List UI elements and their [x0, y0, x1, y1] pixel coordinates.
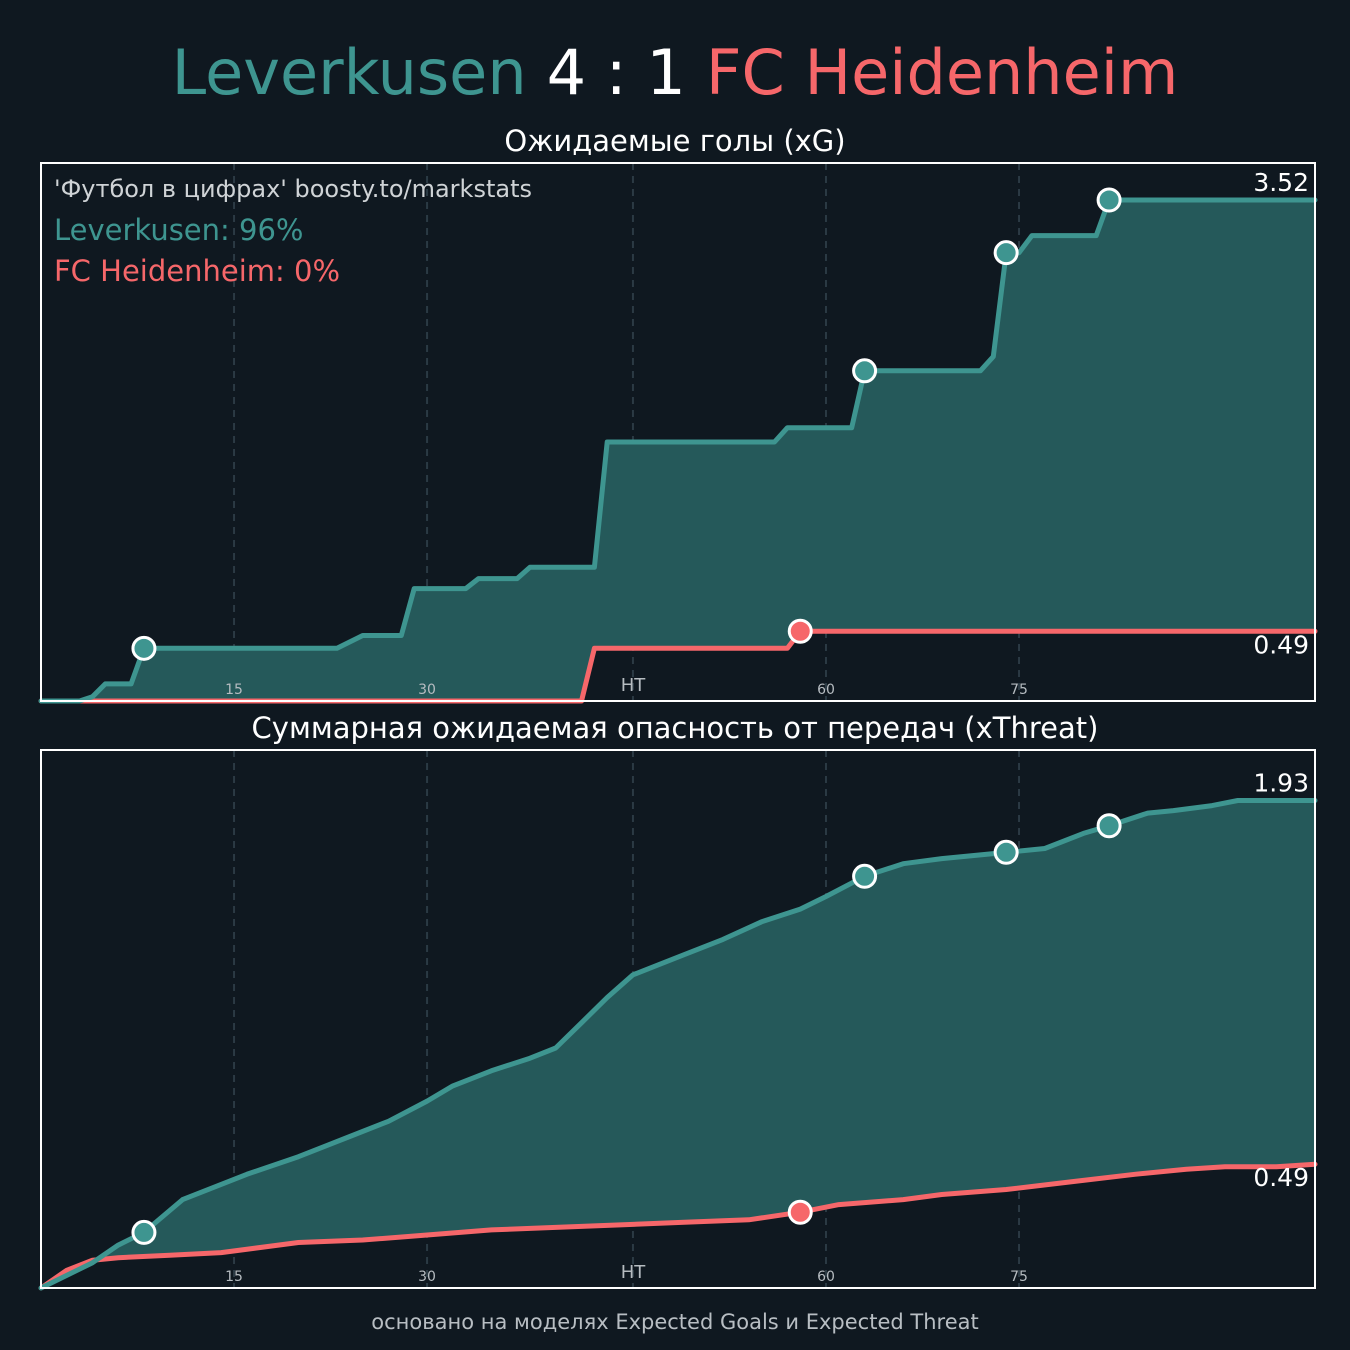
- xg-plot-frame: [40, 162, 1316, 702]
- xt-end-label-away: 0.49: [1253, 1163, 1309, 1192]
- xt-goal-marker-home-0: [131, 1219, 157, 1245]
- xg-chart-title: Ожидаемые голы (xG): [504, 124, 845, 158]
- away-win-probability: FC Heidenheim: 0%: [54, 254, 340, 288]
- xt-goal-marker-home-3: [1096, 813, 1122, 839]
- xt-tick-label-4: 75: [1010, 1269, 1028, 1285]
- xt-tick-label-3: 60: [817, 1269, 835, 1285]
- xt-tick-label-0: 15: [225, 1269, 243, 1285]
- match-header: Leverkusen 4 : 1 FC Heidenheim: [0, 28, 1350, 118]
- xg-goal-marker-home-1: [852, 358, 878, 384]
- xg-tick-label-3: 60: [817, 682, 835, 698]
- xg-chart: 15 30 HT 60 75 3.52 0.49: [38, 162, 1318, 704]
- match-score: 4 : 1: [546, 36, 686, 109]
- xt-plot-frame: [40, 749, 1316, 1289]
- xg-tick-label-2: HT: [621, 675, 647, 696]
- home-team-name: Leverkusen: [171, 36, 527, 109]
- xt-goal-marker-home-2: [993, 839, 1019, 865]
- xg-end-label-home: 3.52: [1253, 168, 1309, 197]
- xt-end-label-home: 1.93: [1253, 769, 1309, 798]
- xg-goal-marker-home-2: [993, 240, 1019, 266]
- xg-fill-between: [41, 200, 1315, 701]
- footer-note: основано на моделях Expected Goals и Exp…: [371, 1310, 978, 1334]
- xt-goal-marker-home-1: [852, 863, 878, 889]
- xthreat-chart: 15 30 HT 60 75 1.93 0.49: [38, 749, 1318, 1291]
- xg-tick-label-0: 15: [225, 682, 243, 698]
- xt-tick-label-1: 30: [418, 1269, 436, 1285]
- xt-fill-between: [41, 800, 1315, 1288]
- xt-goal-marker-away-0: [787, 1199, 813, 1225]
- xg-goal-marker-home-0: [131, 635, 157, 661]
- xt-chart-title: Суммарная ожидаемая опасность от передач…: [252, 711, 1099, 745]
- credit-text: 'Футбол в цифрах' boosty.to/markstats: [54, 175, 532, 203]
- xt-line-away: [38, 1161, 1318, 1291]
- xg-tick-label-1: 30: [418, 682, 436, 698]
- xg-tick-label-4: 75: [1010, 682, 1028, 698]
- xg-goal-marker-away-0: [787, 618, 813, 644]
- away-team-name: FC Heidenheim: [705, 36, 1179, 109]
- xg-goal-marker-home-3: [1096, 187, 1122, 213]
- xt-tick-label-2: HT: [621, 1262, 647, 1283]
- home-win-probability: Leverkusen: 96%: [54, 213, 303, 247]
- xg-end-label-away: 0.49: [1253, 630, 1309, 659]
